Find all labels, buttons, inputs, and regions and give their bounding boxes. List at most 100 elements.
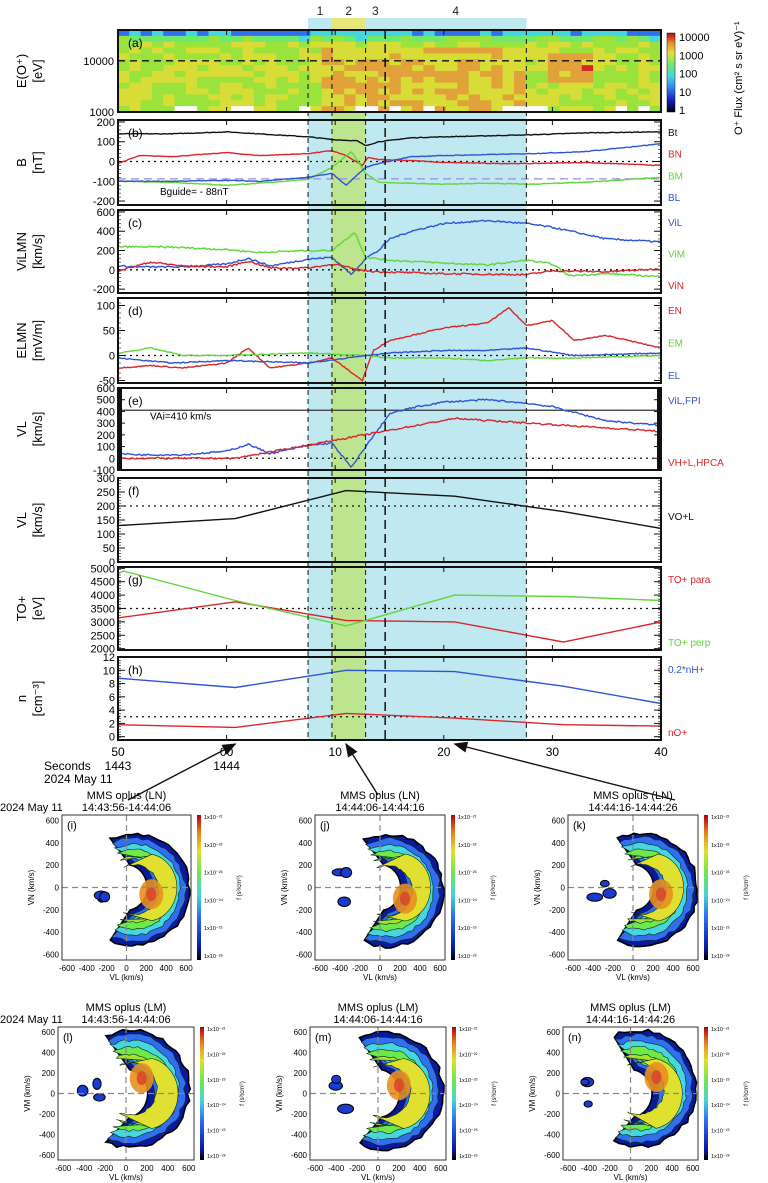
heatmap-cell: [615, 106, 628, 113]
y-tick-label: 1000: [90, 107, 114, 119]
legend-label: ViN: [668, 281, 684, 292]
vdf-x-tick-label: 0: [378, 964, 383, 973]
heatmap-cell: [434, 71, 447, 78]
series-line-nO-: [117, 712, 662, 729]
vdf-x-tick-label: 200: [645, 1164, 659, 1173]
heatmap-cell: [604, 65, 617, 72]
vdf-colorbar-tick-label: 1x10⁻²⁵: [207, 1128, 226, 1135]
y-axis-label: VL: [14, 421, 29, 437]
colorbar-label: O⁺ Flux (cm² s sr eV)⁻¹: [733, 21, 745, 135]
heatmap-cell: [446, 65, 458, 72]
heatmap-cell: [604, 41, 617, 49]
heatmap-cell: [491, 47, 504, 54]
vdf-y-tick-label: -200: [39, 1110, 56, 1119]
vdf-y-tick-label: 600: [547, 1028, 561, 1037]
vdf-peak-center: [400, 891, 410, 906]
heatmap-cell: [287, 100, 300, 107]
heatmap-cell: [276, 35, 289, 43]
colorbar: [666, 32, 676, 113]
heatmap-cell: [174, 41, 187, 49]
vdf-title: MMS oplus (LM): [338, 1002, 419, 1014]
heatmap-cell: [310, 65, 323, 72]
heatmap-cell: [344, 59, 357, 66]
heatmap-cell: [265, 65, 277, 72]
heatmap-cell: [627, 76, 639, 84]
heatmap-cell: [423, 100, 436, 107]
y-tick-label: 100: [97, 529, 115, 541]
heatmap-cell: [163, 30, 176, 37]
heatmap-cell: [163, 76, 176, 84]
heatmap-cell: [412, 82, 424, 90]
vdf-y-tick-label: -200: [291, 1110, 308, 1119]
axis-date-label: 2024 May 11: [44, 772, 113, 786]
heatmap-cell: [287, 59, 300, 66]
heatmap-cell: [412, 59, 424, 66]
heatmap-cell: [151, 88, 164, 95]
vdf-y-tick-label: 400: [46, 839, 60, 848]
heatmap-cell: [332, 53, 345, 60]
vdf-colorbar-tick-label: 1x10⁻²⁴: [459, 1102, 479, 1109]
series-line-ViM: [117, 232, 661, 278]
vdf-colorbar: [197, 815, 201, 960]
heatmap-cell: [231, 88, 243, 95]
heatmap-cell: [412, 30, 424, 37]
heatmap-cell: [491, 76, 504, 84]
y-tick-label: 200: [97, 430, 115, 442]
heatmap-cell: [151, 59, 164, 66]
heatmap-cell: [480, 35, 492, 43]
heatmap-cell: [287, 30, 300, 37]
heatmap-cell: [593, 88, 605, 95]
heatmap-cell: [242, 106, 255, 113]
y-tick-label: 10: [103, 665, 115, 677]
heatmap-cell: [276, 71, 289, 78]
heatmap-cell: [547, 71, 560, 78]
vdf-x-tick-label: -600: [59, 964, 76, 973]
heatmap-cell: [649, 47, 662, 54]
heatmap-cell: [208, 53, 221, 60]
heatmap-cell: [129, 88, 142, 95]
heatmap-cell: [513, 106, 526, 113]
heatmap-cell: [615, 47, 628, 54]
heatmap-cell: [536, 65, 549, 72]
heatmap-cell: [434, 94, 447, 101]
vdf-colorbar-tick-label: 1x10⁻²⁴: [711, 1102, 731, 1109]
heatmap-cell: [231, 106, 243, 113]
heatmap-cell: [253, 30, 266, 37]
heatmap-cell: [253, 35, 266, 43]
arrows-layer: [127, 741, 676, 801]
vdf-peak-center: [656, 887, 666, 902]
vdf-x-tick-label: 0: [628, 1164, 633, 1173]
heatmap-cell: [355, 106, 368, 113]
panel-a: 1000 10000 10000 1000 100 10 1 O⁺ Flux (cm² s s…: [14, 21, 745, 135]
vdf-time-range: 14:44:16-14:44:26: [588, 802, 677, 814]
heatmap-cell: [276, 30, 289, 37]
heatmap-cell: [536, 106, 549, 113]
heatmap-cell: [615, 76, 628, 84]
heatmap-cell: [627, 47, 639, 54]
heatmap-cell: [197, 65, 209, 72]
heatmap-cell: [299, 47, 311, 54]
heatmap-cell: [513, 100, 526, 107]
vdf-blob: [340, 867, 353, 878]
heatmap-cell: [513, 82, 526, 90]
heatmap-cell: [129, 47, 142, 54]
heatmap-cell: [344, 47, 357, 54]
y-tick-label: 50: [103, 543, 115, 555]
panel-tag: (f): [128, 484, 139, 498]
heatmap-cell: [219, 82, 232, 90]
heatmap-cell: [242, 53, 255, 60]
heatmap-cell: [299, 82, 311, 90]
heatmap-cell: [559, 59, 571, 66]
series-line-0-2-nH-: [117, 669, 662, 705]
vdf-y-tick-label: 0: [308, 884, 313, 893]
vdf-colorbar-tick-label: 1x10⁻²²: [711, 843, 730, 849]
heatmap-cell: [140, 94, 153, 101]
heatmap-cell: [185, 94, 198, 101]
vdf-y-tick-label: 400: [547, 1049, 561, 1058]
heatmap-cell: [140, 65, 153, 72]
legend-label: nO+: [668, 728, 687, 739]
region-label: 1: [317, 4, 324, 18]
heatmap-cell: [547, 88, 560, 95]
vdf-frame: [567, 814, 699, 961]
